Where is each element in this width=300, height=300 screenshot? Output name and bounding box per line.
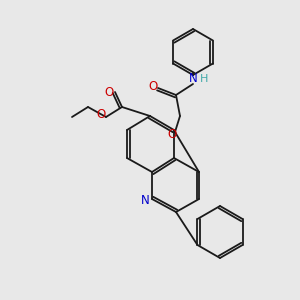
Text: N: N xyxy=(141,194,149,208)
Text: N: N xyxy=(189,71,197,85)
Text: H: H xyxy=(200,74,208,84)
Text: O: O xyxy=(96,109,106,122)
Text: O: O xyxy=(148,80,158,92)
Text: O: O xyxy=(104,86,114,100)
Text: O: O xyxy=(167,128,177,140)
